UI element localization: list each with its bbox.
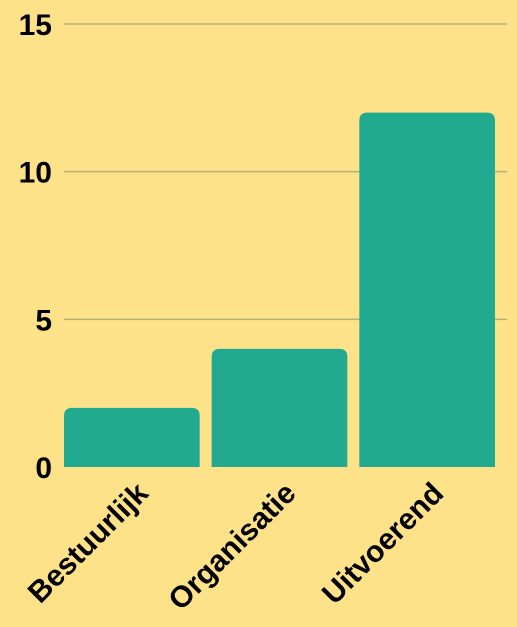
y-tick-label: 5 [35, 304, 52, 337]
y-tick-label: 10 [19, 157, 52, 190]
bars [64, 112, 495, 467]
y-tick-label: 0 [35, 452, 52, 485]
bar-organisatie [211, 348, 348, 467]
y-tick-label: 15 [19, 9, 52, 42]
y-axis-tick-labels: 0 5 10 15 [19, 9, 52, 485]
bar-bestuurlijk [64, 407, 200, 467]
bar-uitvoerend [359, 112, 495, 467]
